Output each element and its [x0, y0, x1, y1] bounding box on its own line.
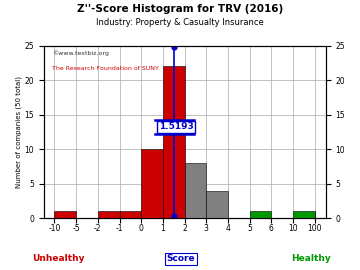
Text: Score: Score: [167, 254, 195, 263]
Text: 1.5193: 1.5193: [159, 123, 194, 131]
Bar: [293, 211, 315, 218]
Bar: [163, 66, 185, 218]
Bar: [250, 211, 271, 218]
Text: The Research Foundation of SUNY: The Research Foundation of SUNY: [52, 66, 159, 71]
Bar: [120, 211, 141, 218]
Bar: [185, 163, 206, 218]
Bar: [141, 149, 163, 218]
Text: Industry: Property & Casualty Insurance: Industry: Property & Casualty Insurance: [96, 18, 264, 26]
Text: Healthy: Healthy: [291, 254, 331, 263]
Bar: [54, 211, 76, 218]
Text: ©www.textbiz.org: ©www.textbiz.org: [52, 51, 109, 56]
Bar: [206, 191, 228, 218]
Text: Z''-Score Histogram for TRV (2016): Z''-Score Histogram for TRV (2016): [77, 4, 283, 14]
Y-axis label: Number of companies (50 total): Number of companies (50 total): [15, 76, 22, 188]
Text: Unhealthy: Unhealthy: [32, 254, 84, 263]
Bar: [98, 211, 120, 218]
